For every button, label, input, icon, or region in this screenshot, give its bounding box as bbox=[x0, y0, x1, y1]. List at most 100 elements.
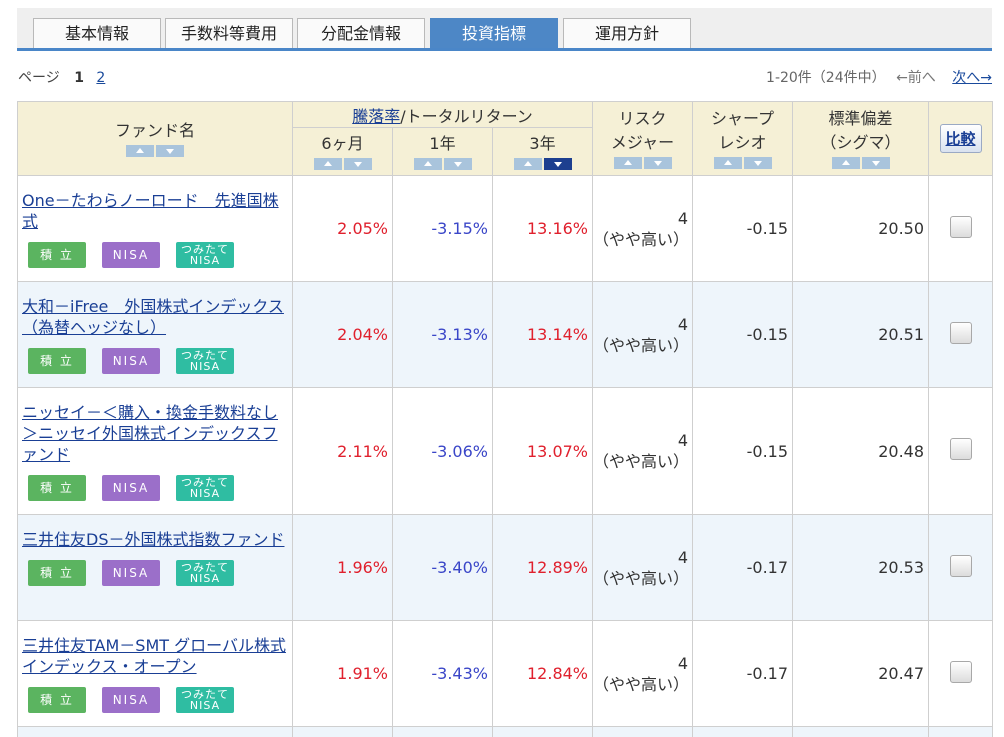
badge-nisa: NISA bbox=[102, 687, 160, 713]
risk-label: （やや高い） bbox=[593, 674, 690, 694]
return-6m: 2.11% bbox=[292, 387, 393, 515]
return-1y: -3.06% bbox=[392, 387, 493, 515]
header-1y: 1年 bbox=[392, 127, 493, 176]
compare-cell bbox=[928, 281, 994, 388]
pager-label: ページ bbox=[18, 70, 60, 86]
compare-checkbox[interactable] bbox=[949, 321, 972, 344]
header-return: 騰落率/トータルリターン bbox=[291, 101, 594, 128]
fund-cell: ニッセイ－＜購入・換金手数料なし＞ニッセイ外国株式インデックスファンド 積 立 … bbox=[17, 387, 293, 515]
return-3y: 12.89% bbox=[491, 514, 594, 621]
table-row: 大和－iFree 外国株式インデックス（為替ヘッジなし） 積 立 NISA つみ… bbox=[17, 281, 994, 388]
pager-page-link[interactable]: 2 bbox=[96, 70, 106, 86]
sort-desc-icon[interactable] bbox=[743, 156, 772, 169]
fund-name-link[interactable]: ニッセイ－＜購入・換金手数料なし＞ニッセイ外国株式インデックスファンド bbox=[22, 403, 279, 464]
header-1y-label: 1年 bbox=[429, 133, 456, 153]
sort-asc-icon[interactable] bbox=[831, 156, 860, 169]
badge-tsumitate-nisa: つみたて NISA bbox=[176, 242, 234, 268]
tab-investment-indicators[interactable]: 投資指標 bbox=[430, 18, 558, 48]
badge-tsumitate-investment: 積 立 bbox=[28, 242, 86, 268]
risk-label: （やや高い） bbox=[593, 568, 690, 588]
return-6m: 2.05% bbox=[292, 175, 393, 282]
return-1y: -3.15% bbox=[392, 175, 493, 282]
badges: 積 立 NISA つみたて NISA bbox=[28, 687, 288, 713]
risk-measure: 4 （やや高い） bbox=[592, 620, 694, 727]
sort-desc-icon[interactable] bbox=[643, 156, 672, 169]
compare-checkbox[interactable] bbox=[949, 215, 972, 238]
header-risk-l2: メジャー bbox=[610, 132, 675, 152]
fund-name-link[interactable]: 大和－iFree 外国株式インデックス（為替ヘッジなし） bbox=[22, 297, 284, 337]
badges: 積 立 NISA つみたて NISA bbox=[28, 242, 288, 268]
header-std-l1: 標準偏差 bbox=[828, 108, 893, 128]
sort-desc-icon[interactable] bbox=[443, 157, 472, 170]
sort-3y bbox=[513, 157, 572, 170]
header-risk: リスク メジャー bbox=[592, 101, 694, 176]
sort-desc-icon[interactable] bbox=[861, 156, 890, 169]
fund-name-link[interactable]: 三井住友DS－外国株式指数ファンド bbox=[22, 530, 285, 549]
pager-right: 1-20件（24件中） ←前へ 次へ→ bbox=[766, 67, 992, 87]
risk-measure: 4 （やや高い） bbox=[592, 281, 694, 388]
sort-std bbox=[831, 156, 890, 169]
return-link[interactable]: 騰落率 bbox=[352, 106, 401, 126]
sort-desc-icon[interactable] bbox=[343, 157, 372, 170]
sort-asc-icon[interactable] bbox=[613, 156, 642, 169]
pager-left: ページ 1 2 bbox=[18, 67, 105, 87]
risk-label: （やや高い） bbox=[593, 229, 690, 249]
sort-asc-icon[interactable] bbox=[413, 157, 442, 170]
fund-cell: 大和－iFree 外国株式インデックス（為替ヘッジなし） 積 立 NISA つみ… bbox=[17, 281, 293, 388]
badge-tsumitate-l1: つみたて bbox=[181, 243, 229, 256]
badge-tsumitate-nisa: つみたて NISA bbox=[176, 687, 234, 713]
tab-distribution[interactable]: 分配金情報 bbox=[297, 18, 425, 48]
badge-nisa: NISA bbox=[102, 560, 160, 586]
std-deviation: 20.53 bbox=[792, 514, 930, 621]
badge-tsumitate-nisa: つみたて NISA bbox=[176, 475, 234, 501]
pager-current: 1 bbox=[74, 70, 84, 86]
header-std: 標準偏差 （シグマ） bbox=[792, 101, 930, 176]
sort-asc-icon[interactable] bbox=[713, 156, 742, 169]
fund-name-link[interactable]: 三井住友TAM－SMT グローバル株式インデックス・オープン bbox=[22, 636, 286, 676]
tab-basic-info[interactable]: 基本情報 bbox=[33, 18, 161, 48]
compare-button[interactable]: 比較 bbox=[939, 124, 982, 153]
fund-table: ファンド名 騰落率/トータルリターン リスク メジャー シャープ レシオ bbox=[17, 101, 994, 737]
risk-measure: 4 （やや高い） bbox=[592, 514, 694, 621]
return-3y: 13.16% bbox=[491, 175, 594, 282]
sort-desc-active-icon[interactable] bbox=[543, 157, 572, 170]
std-deviation: 20.48 bbox=[792, 387, 930, 515]
badge-tsumitate-nisa: つみたて NISA bbox=[176, 348, 234, 374]
table-row: ニッセイ－＜購入・換金手数料なし＞ニッセイ外国株式インデックスファンド 積 立 … bbox=[17, 387, 994, 515]
pager-next-link[interactable]: 次へ→ bbox=[952, 70, 992, 86]
header-sharpe: シャープ レシオ bbox=[692, 101, 794, 176]
tab-policy[interactable]: 運用方針 bbox=[563, 18, 691, 48]
header-fund-name-label: ファンド名 bbox=[114, 120, 195, 140]
return-1y: -3.40% bbox=[392, 514, 493, 621]
sharpe-ratio: -0.17 bbox=[692, 514, 794, 621]
return-1y: -3.43% bbox=[392, 620, 493, 727]
return-1y: -3.13% bbox=[392, 281, 493, 388]
sort-asc-icon[interactable] bbox=[513, 157, 542, 170]
return-3y: 13.07% bbox=[491, 387, 594, 515]
badge-tsumitate-l1: つみたて bbox=[181, 349, 229, 362]
badge-tsumitate-investment: 積 立 bbox=[28, 687, 86, 713]
badge-tsumitate-l2: NISA bbox=[189, 572, 221, 585]
return-3y: 12.84% bbox=[491, 620, 594, 727]
badge-tsumitate-investment: 積 立 bbox=[28, 475, 86, 501]
badge-tsumitate-l2: NISA bbox=[189, 487, 221, 500]
compare-checkbox[interactable] bbox=[949, 438, 972, 460]
tab-fees[interactable]: 手数料等費用 bbox=[165, 18, 293, 48]
return-6m: 1.96% bbox=[292, 514, 393, 621]
sort-desc-icon[interactable] bbox=[156, 144, 184, 157]
compare-checkbox[interactable] bbox=[949, 554, 972, 577]
table-row: One－たわらノーロード 先進国株式 積 立 NISA つみたて NISA 2.0… bbox=[17, 175, 994, 282]
fund-name-link[interactable]: One－たわらノーロード 先進国株式 bbox=[22, 191, 279, 231]
compare-checkbox[interactable] bbox=[949, 660, 972, 683]
sort-asc-icon[interactable] bbox=[126, 144, 154, 157]
header-sharpe-l1: シャープ bbox=[710, 108, 775, 128]
return-6m: 2.04% bbox=[292, 281, 393, 388]
risk-value: 4 bbox=[677, 653, 689, 673]
return-label: /トータルリターン bbox=[400, 106, 533, 126]
compare-cell bbox=[928, 175, 994, 282]
sharpe-ratio: -0.15 bbox=[692, 281, 794, 388]
risk-measure: 4 （やや高い） bbox=[592, 387, 694, 515]
sharpe-ratio: -0.17 bbox=[692, 620, 794, 727]
sort-asc-icon[interactable] bbox=[313, 157, 342, 170]
header-fund-name: ファンド名 bbox=[17, 101, 293, 176]
